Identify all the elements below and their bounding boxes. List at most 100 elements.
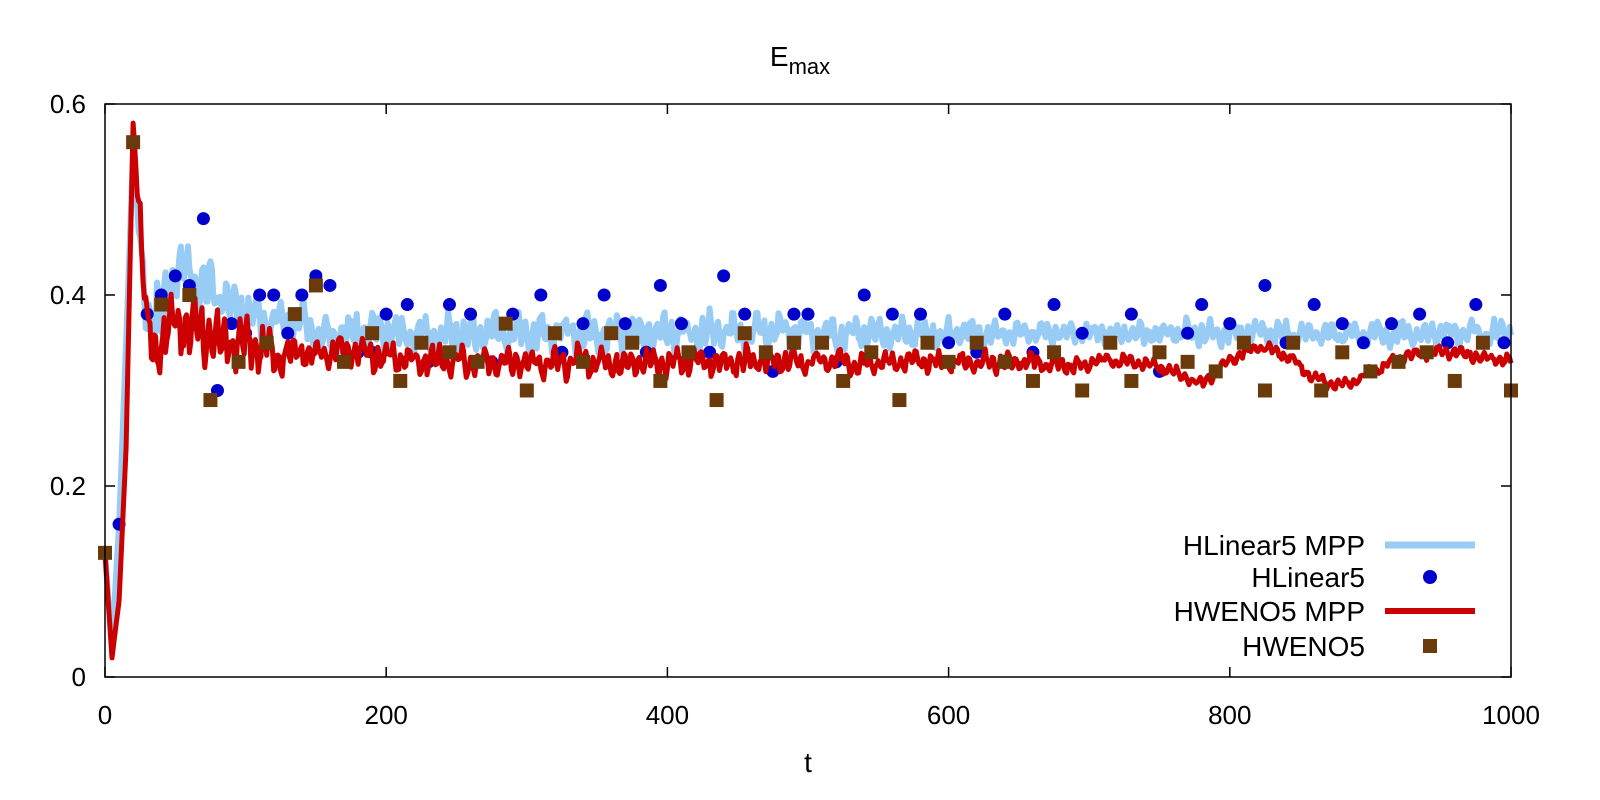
ticks-layer: 0 200 400 600 800 1000 0 0.2 0.4 0.6	[50, 89, 1540, 730]
data-point-hweno5	[337, 354, 352, 369]
data-point-hweno5	[864, 345, 879, 360]
x-tick-label: 400	[646, 700, 689, 730]
data-point-hweno5	[709, 393, 724, 408]
data-point-hlinear5	[442, 298, 456, 312]
data-point-hlinear5	[1075, 326, 1089, 340]
data-point-hweno5	[365, 326, 380, 341]
data-point-hlinear5	[942, 336, 956, 350]
title-main: E	[770, 41, 789, 72]
data-point-hlinear5	[576, 317, 590, 331]
data-point-hlinear5	[1223, 317, 1237, 331]
data-point-hweno5	[737, 326, 752, 341]
data-point-hlinear5	[1181, 326, 1195, 340]
legend-label: HWENO5 MPP	[1174, 596, 1365, 627]
data-point-hweno5	[1419, 345, 1434, 360]
x-tick-label: 0	[98, 700, 112, 730]
data-point-hlinear5	[225, 317, 239, 331]
data-point-hlinear5	[674, 317, 688, 331]
data-point-hlinear5	[998, 307, 1012, 321]
data-point-hweno5	[1314, 383, 1329, 398]
data-point-hlinear5	[618, 317, 632, 331]
data-point-hweno5	[625, 335, 640, 350]
data-point-hweno5	[1025, 373, 1040, 388]
data-point-hweno5	[1236, 335, 1251, 350]
data-point-hweno5	[653, 373, 668, 388]
y-tick-label: 0	[72, 662, 86, 692]
y-tick-label: 0.6	[50, 89, 86, 119]
data-point-hweno5	[1447, 373, 1462, 388]
y-tick-label: 0.4	[50, 280, 86, 310]
data-point-hlinear5	[1497, 336, 1511, 350]
data-point-hweno5	[1124, 373, 1139, 388]
legend-label: HLinear5	[1251, 562, 1365, 593]
y-tick-label: 0.2	[50, 471, 86, 501]
data-point-hlinear5	[857, 288, 871, 302]
data-point-hweno5	[786, 335, 801, 350]
data-point-hlinear5	[534, 288, 548, 302]
data-point-hweno5	[604, 326, 619, 341]
data-point-hweno5	[547, 326, 562, 341]
data-point-hlinear5	[400, 298, 414, 312]
data-point-hweno5	[758, 345, 773, 360]
legend-label: HWENO5	[1242, 631, 1365, 662]
data-point-hlinear5	[253, 288, 267, 302]
x-tick-label: 600	[927, 700, 970, 730]
data-point-hweno5	[259, 335, 274, 350]
legend-label: HLinear5 MPP	[1183, 530, 1365, 561]
data-point-hlinear5	[1124, 307, 1138, 321]
data-point-hweno5	[836, 373, 851, 388]
data-point-hlinear5	[464, 307, 478, 321]
data-point-hweno5	[997, 354, 1012, 369]
data-point-hweno5	[941, 354, 956, 369]
data-point-hweno5	[1152, 345, 1167, 360]
data-point-hlinear5	[281, 326, 295, 340]
data-point-hlinear5	[787, 307, 801, 321]
data-point-hweno5	[892, 393, 907, 408]
data-point-hweno5	[1363, 364, 1378, 379]
data-point-hweno5	[1075, 383, 1090, 398]
data-point-hlinear5	[717, 269, 731, 283]
data-point-hweno5	[231, 354, 246, 369]
data-point-hlinear5	[1413, 307, 1427, 321]
data-point-hlinear5	[168, 269, 182, 283]
data-point-hweno5	[126, 135, 141, 150]
data-point-hweno5	[182, 288, 197, 302]
x-tick-label: 200	[365, 700, 408, 730]
data-point-hlinear5	[885, 307, 899, 321]
legend-swatch	[1423, 639, 1437, 653]
data-point-hlinear5	[379, 307, 393, 321]
x-tick-label: 800	[1208, 700, 1251, 730]
data-point-hweno5	[1208, 364, 1223, 379]
data-point-hlinear5	[1384, 317, 1398, 331]
data-point-hweno5	[920, 335, 935, 350]
data-point-hlinear5	[1469, 298, 1483, 312]
title-subscript: max	[789, 54, 831, 79]
chart-title: Emax	[770, 41, 830, 79]
plot-frame	[104, 103, 1512, 678]
data-point-hlinear5	[1441, 336, 1455, 350]
data-point-hlinear5	[597, 288, 611, 302]
data-point-hweno5	[414, 335, 429, 350]
series-line-hweno5-mpp	[102, 120, 1514, 661]
data-point-hweno5	[203, 393, 218, 408]
data-point-hlinear5	[738, 307, 752, 321]
legend-swatch	[1423, 570, 1437, 584]
data-point-hlinear5	[1356, 336, 1370, 350]
data-point-hweno5	[1047, 345, 1062, 360]
data-point-hweno5	[154, 297, 169, 312]
data-point-hweno5	[1286, 335, 1301, 350]
series-layer	[98, 120, 1518, 661]
data-point-hweno5	[681, 345, 696, 360]
data-point-hlinear5	[1195, 298, 1209, 312]
data-point-hlinear5	[323, 278, 337, 292]
data-point-hweno5	[1475, 335, 1490, 350]
data-point-hlinear5	[801, 307, 815, 321]
data-point-hlinear5	[295, 288, 309, 302]
data-point-hweno5	[1103, 335, 1118, 350]
data-point-hweno5	[393, 373, 408, 388]
x-axis-label: t	[804, 747, 812, 778]
data-point-hweno5	[442, 345, 457, 360]
data-point-hweno5	[969, 335, 984, 350]
